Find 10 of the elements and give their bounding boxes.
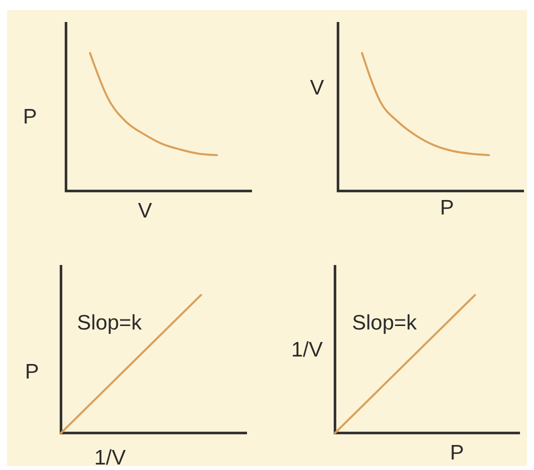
x-axis-title: 1/V — [94, 446, 126, 470]
y-axis-title: 1/V — [291, 338, 323, 362]
annotation: Slop=k — [352, 312, 418, 334]
x-axis-title: P — [440, 196, 454, 220]
annotation: Slop=k — [77, 312, 142, 334]
x-axis-title: P — [450, 442, 464, 464]
x-axis-title: V — [138, 200, 152, 222]
y-axis-title: P — [24, 360, 40, 384]
y-axis-title: P — [22, 106, 38, 128]
y-axis-title: V — [310, 76, 324, 100]
